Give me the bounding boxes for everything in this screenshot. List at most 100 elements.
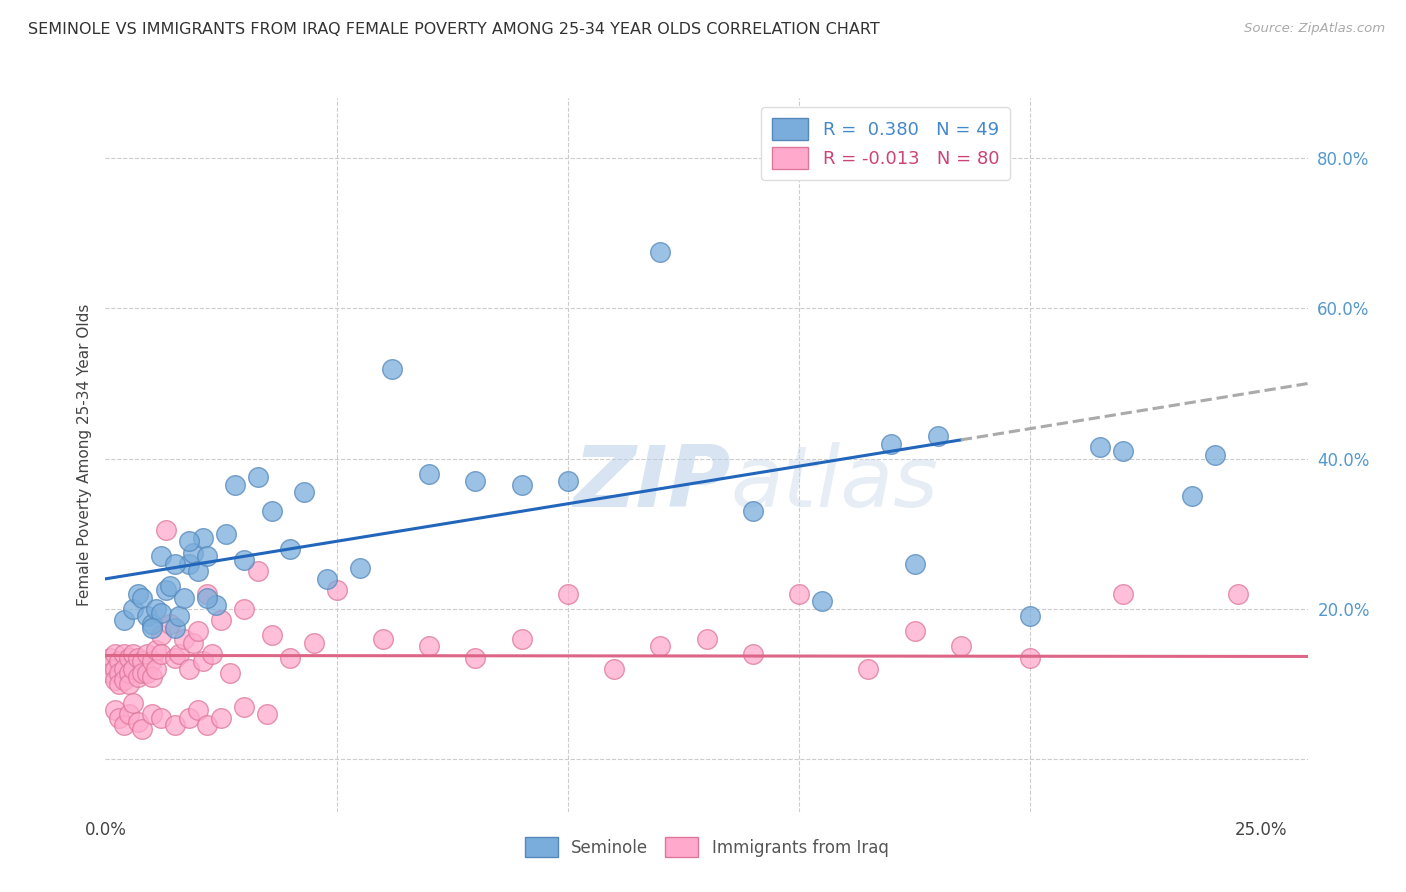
Point [209, 711, 232, 725]
Point [741, 504, 763, 518]
Point [127, 650, 149, 665]
Point [127, 714, 149, 729]
Point [131, 591, 153, 605]
Point [112, 718, 135, 732]
Point [108, 677, 131, 691]
Point [187, 624, 209, 639]
Point [163, 621, 186, 635]
Point [173, 632, 195, 646]
Point [233, 602, 256, 616]
Point [811, 594, 834, 608]
Point [181, 636, 204, 650]
Point [787, 587, 810, 601]
Point [464, 474, 486, 488]
Point [292, 485, 315, 500]
Point [131, 722, 153, 736]
Point [159, 616, 181, 631]
Point [650, 245, 672, 260]
Point [104, 673, 127, 688]
Point [149, 549, 172, 564]
Point [108, 665, 131, 680]
Point [205, 598, 228, 612]
Point [159, 579, 181, 593]
Point [381, 361, 404, 376]
Point [224, 478, 246, 492]
Point [201, 647, 224, 661]
Point [169, 609, 191, 624]
Point [104, 662, 127, 676]
Point [181, 545, 204, 559]
Point [122, 602, 145, 616]
Point [233, 699, 256, 714]
Point [219, 665, 242, 680]
Point [187, 703, 209, 717]
Point [104, 703, 127, 717]
Point [117, 677, 139, 691]
Point [195, 587, 218, 601]
Point [163, 718, 186, 732]
Point [136, 609, 159, 624]
Point [145, 662, 167, 676]
Point [145, 602, 167, 616]
Point [149, 711, 172, 725]
Point [858, 662, 880, 676]
Point [256, 707, 278, 722]
Point [316, 572, 339, 586]
Point [117, 665, 139, 680]
Point [136, 647, 159, 661]
Text: SEMINOLE VS IMMIGRANTS FROM IRAQ FEMALE POVERTY AMONG 25-34 YEAR OLDS CORRELATIO: SEMINOLE VS IMMIGRANTS FROM IRAQ FEMALE … [28, 22, 880, 37]
Point [127, 669, 149, 683]
Point [177, 557, 200, 571]
Point [141, 669, 163, 683]
Point [131, 665, 153, 680]
Point [122, 696, 145, 710]
Point [163, 557, 186, 571]
Text: ZIP: ZIP [572, 442, 731, 525]
Legend: Seminole, Immigrants from Iraq: Seminole, Immigrants from Iraq [517, 830, 896, 864]
Point [136, 665, 159, 680]
Point [209, 613, 232, 627]
Point [145, 643, 167, 657]
Point [949, 640, 972, 654]
Point [112, 673, 135, 688]
Point [650, 640, 672, 654]
Point [141, 616, 163, 631]
Point [177, 711, 200, 725]
Point [214, 526, 236, 541]
Point [149, 647, 172, 661]
Point [98, 658, 121, 673]
Point [195, 718, 218, 732]
Point [141, 655, 163, 669]
Point [233, 553, 256, 567]
Point [325, 583, 347, 598]
Point [1181, 489, 1204, 503]
Point [149, 606, 172, 620]
Point [880, 436, 903, 450]
Point [371, 632, 394, 646]
Point [1019, 650, 1042, 665]
Point [695, 632, 717, 646]
Point [149, 628, 172, 642]
Point [349, 560, 371, 574]
Point [557, 474, 579, 488]
Point [155, 583, 177, 598]
Point [98, 665, 121, 680]
Point [1088, 441, 1111, 455]
Point [510, 632, 533, 646]
Point [280, 650, 302, 665]
Point [112, 647, 135, 661]
Point [260, 628, 283, 642]
Point [280, 541, 302, 556]
Point [163, 650, 186, 665]
Point [260, 504, 283, 518]
Point [927, 429, 949, 443]
Point [247, 470, 270, 484]
Point [1019, 609, 1042, 624]
Point [117, 650, 139, 665]
Point [141, 707, 163, 722]
Point [131, 655, 153, 669]
Point [557, 587, 579, 601]
Point [741, 647, 763, 661]
Point [104, 647, 127, 661]
Point [464, 650, 486, 665]
